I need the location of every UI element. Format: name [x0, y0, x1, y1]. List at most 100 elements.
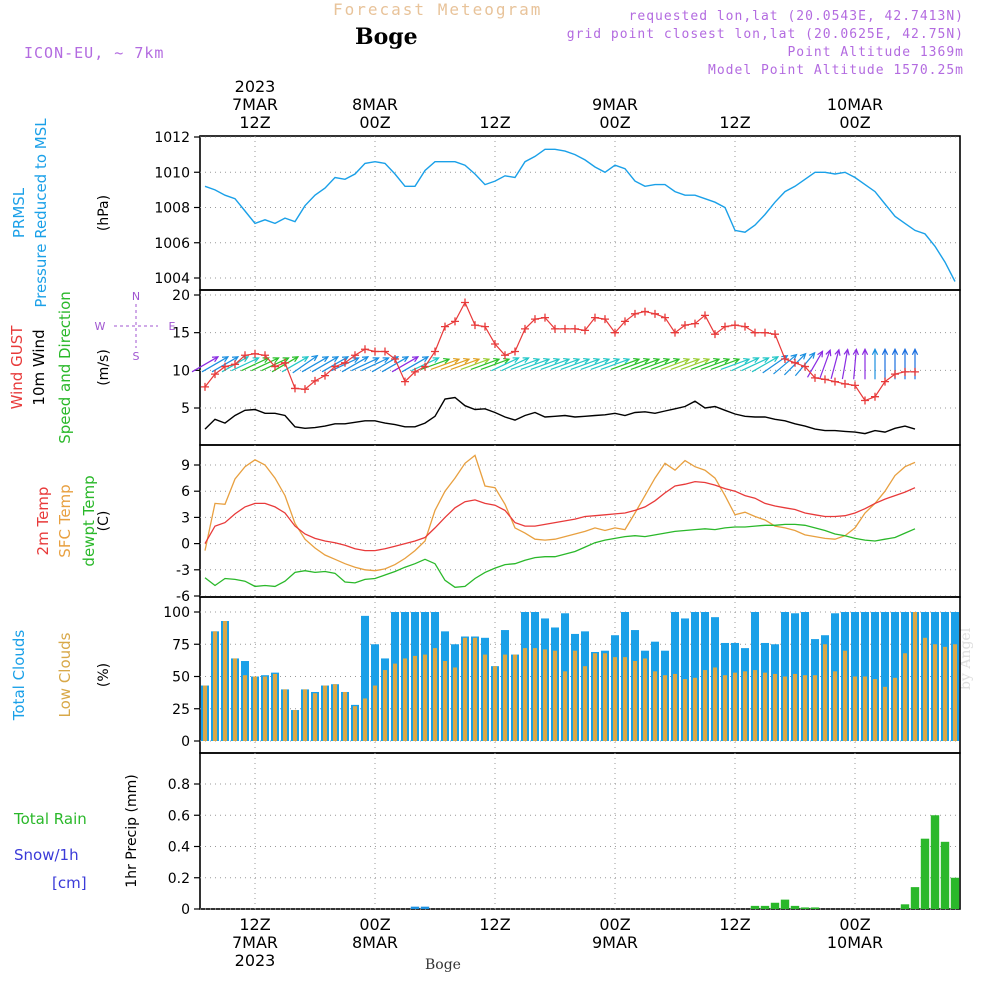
low-cloud-bar: [643, 658, 647, 741]
wind-gust-marker: [361, 345, 369, 354]
total-cloud-bar: [361, 615, 369, 741]
wind-arrow-head: [282, 357, 290, 363]
wind-arrow: [361, 357, 389, 372]
wind-gust-marker: [541, 313, 549, 322]
low-cloud-bar: [303, 689, 307, 741]
low-cloud-bar: [813, 675, 817, 741]
top-time-label: 12Z: [719, 113, 750, 132]
wind-arrow-head: [272, 357, 280, 363]
panel-pressure: 1004 1006 1008 1010 1012 (hPa): [96, 130, 961, 291]
panel-frame: [199, 752, 961, 910]
wind-gust-marker: [681, 321, 689, 330]
panel-label-total-clouds: Total Clouds: [10, 630, 28, 722]
low-cloud-bar: [953, 644, 957, 741]
wind-arrow-head: [663, 357, 671, 364]
wind-arrow-head: [852, 347, 859, 356]
wind-gust-marker: [911, 367, 919, 376]
wind-arrow: [670, 358, 700, 371]
dewpoint-line: [204, 523, 916, 588]
wind-arrow: [491, 357, 519, 372]
top-time-label: 10MAR: [827, 95, 883, 114]
wind-arrow: [311, 356, 339, 373]
wind-gust-marker: [271, 362, 279, 371]
y-tick-label: 0: [181, 734, 190, 750]
y-tick-label: 5: [181, 401, 190, 417]
wind-arrow: [301, 356, 329, 373]
y-tick-label: 50: [172, 670, 190, 686]
low-cloud-bar: [513, 654, 517, 741]
y-tick-label: 75: [172, 637, 190, 653]
wind-arrow-head: [543, 357, 551, 364]
low-cloud-bar: [843, 650, 847, 741]
y-tick-label: 1012: [154, 130, 190, 146]
wind-arrow: [460, 358, 490, 371]
low-cloud-bar: [933, 644, 937, 741]
compass-w: W: [95, 320, 106, 333]
wind-arrow: [501, 357, 529, 372]
bottom-time-label: 9MAR: [592, 933, 638, 952]
low-cloud-bar: [663, 675, 667, 741]
y-tick-label: 10: [172, 363, 190, 379]
wind-arrow-head: [790, 353, 798, 361]
rain-bar: [810, 907, 820, 909]
wind-arrow: [231, 357, 259, 372]
wind-arrow-head: [453, 357, 461, 364]
low-cloud-bar: [683, 679, 687, 741]
y-tick-label: 1004: [154, 271, 190, 287]
wind-arrow: [440, 358, 470, 371]
wind-gust-marker: [311, 376, 319, 385]
total-cloud-bar: [881, 612, 889, 741]
bottom-time-label: 2023: [235, 951, 276, 970]
wind-arrow: [680, 358, 710, 371]
wind-arrow-head: [603, 357, 611, 364]
y-axis-label: (C): [96, 511, 112, 532]
wind-arrow: [351, 357, 379, 372]
wind-arrow: [281, 356, 309, 373]
low-cloud-bar: [873, 679, 877, 741]
wind-gust-marker: [531, 315, 539, 324]
bottom-time-label: 12Z: [239, 915, 270, 934]
wind-arrow-head: [252, 357, 260, 363]
low-cloud-bar: [483, 654, 487, 741]
wind-gust-marker: [461, 298, 469, 307]
wind-gust-marker: [551, 324, 559, 333]
y-tick-label: -6: [176, 589, 190, 605]
wind-gust-marker: [211, 370, 219, 379]
wind-arrow-head: [861, 347, 869, 355]
wind-gust-marker: [221, 362, 229, 371]
low-cloud-bar: [503, 654, 507, 741]
wind-arrow-head: [891, 347, 899, 355]
wind-arrow-head: [553, 357, 561, 364]
top-time-label: 12Z: [479, 113, 510, 132]
y-tick-label: 1010: [154, 165, 190, 181]
wind-arrow: [480, 358, 510, 371]
panel-label-10m-wind: 10m Wind: [30, 329, 48, 405]
wind-arrow-head: [241, 356, 250, 363]
low-cloud-bar: [343, 691, 347, 741]
wind-gust-marker: [771, 330, 779, 339]
compass-s: S: [133, 350, 140, 363]
wind-arrow-head: [911, 347, 919, 355]
wind-gust-marker: [401, 377, 409, 386]
wind-arrow: [391, 356, 419, 373]
wind-arrow-head: [613, 357, 621, 364]
wind-gust-marker: [831, 377, 839, 386]
wind-arrow: [580, 358, 610, 371]
wind-arrow-head: [341, 356, 350, 363]
y-tick-label: 0: [181, 902, 190, 918]
low-cloud-bar: [253, 676, 257, 741]
compass-e: E: [169, 320, 176, 333]
wind-arrow: [600, 358, 630, 371]
y-tick-label: 0.4: [168, 840, 190, 856]
top-time-label: 00Z: [599, 113, 630, 132]
low-cloud-bar: [883, 686, 887, 741]
wind-arrow: [773, 354, 797, 375]
wind-arrow-head: [723, 357, 731, 364]
panel-label-dewpt-temp: dewpt Temp: [80, 475, 98, 566]
wind-gust-marker: [571, 324, 579, 333]
wind-arrow-head: [871, 347, 879, 355]
temp-2m-line: [204, 480, 916, 552]
model-label: ICON-EU, ~ 7km: [24, 44, 165, 62]
wind-gust-marker: [721, 322, 729, 331]
